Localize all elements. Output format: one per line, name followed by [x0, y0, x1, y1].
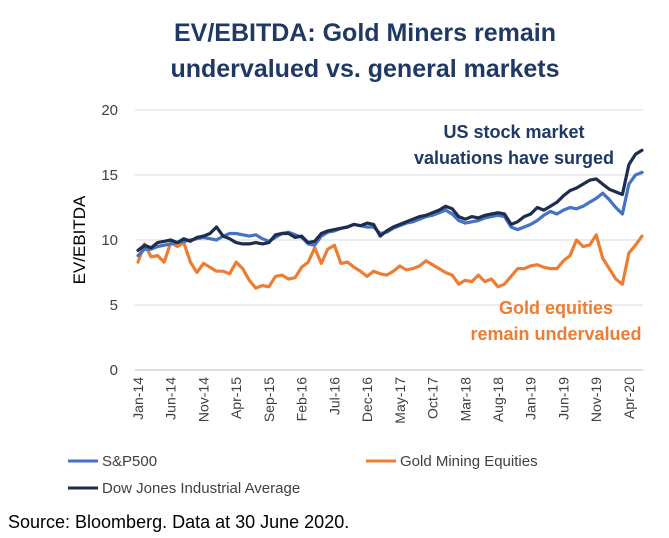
y-tick-label: 5 [110, 297, 118, 314]
legend-item-dow: Dow Jones Industrial Average [68, 480, 300, 497]
series-lines [136, 148, 644, 290]
legend-label-sp500: S&P500 [102, 453, 157, 470]
x-tick-label: Jul-16 [326, 377, 342, 415]
x-tick-label: May-17 [392, 377, 408, 424]
series-line-s-p500 [136, 170, 644, 258]
y-tick-label: 15 [101, 167, 118, 184]
annotation-gold-line2: remain undervalued [470, 324, 641, 344]
annotation-us-line2: valuations have surged [414, 148, 614, 168]
legend-item-sp500: S&P500 [68, 453, 157, 470]
legend-label-dow: Dow Jones Industrial Average [102, 480, 300, 497]
x-tick-label: Jan-14 [130, 377, 146, 420]
x-tick-label: Jan-19 [523, 377, 539, 420]
y-tick-label: 20 [101, 102, 118, 119]
series-line-dow-jones-industrial-average [136, 148, 644, 252]
y-tick-label: 0 [110, 362, 118, 379]
source-note: Source: Bloomberg. Data at 30 June 2020. [8, 512, 349, 532]
x-tick-label: Jun-19 [555, 377, 571, 420]
x-tick-label: Sep-15 [261, 377, 277, 422]
annotation-us-line1: US stock market [443, 122, 584, 142]
gridlines [135, 109, 643, 306]
chart-title-line1: EV/EBITDA: Gold Miners remain [174, 19, 556, 47]
x-tick-label: Apr-15 [228, 377, 244, 419]
chart-title-line2: undervalued vs. general markets [170, 55, 559, 83]
y-tick-label: 10 [101, 232, 118, 249]
series-line-gold-mining-equities [136, 233, 644, 290]
x-tick-label: Aug-18 [490, 377, 506, 422]
x-tick-label: Dec-16 [359, 377, 375, 422]
legend-item-gold: Gold Mining Equities [366, 453, 538, 470]
y-axis-label: EV/EBITDA [70, 195, 89, 284]
x-tick-label: Nov-19 [588, 377, 604, 422]
legend-label-gold: Gold Mining Equities [400, 453, 538, 470]
x-tick-label: Nov-14 [195, 377, 211, 422]
x-tick-label: Mar-18 [457, 377, 473, 422]
annotation-gold-line1: Gold equities [499, 298, 613, 318]
x-tick-label: Oct-17 [425, 377, 441, 419]
legend: S&P500 Gold Mining Equities Dow Jones In… [68, 453, 538, 497]
x-tick-label: Jun-14 [163, 377, 179, 420]
x-axis-ticks: Jan-14 Jun-14 Nov-14 Apr-15 Sep-15 Feb-16 Jul-… [130, 377, 637, 424]
y-axis-ticks: 0 5 10 15 20 [101, 102, 118, 379]
x-tick-label: Apr-20 [621, 377, 637, 419]
x-tick-label: Feb-16 [294, 377, 310, 422]
